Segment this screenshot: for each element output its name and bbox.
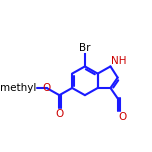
Text: Br: Br [79,43,91,53]
Text: O: O [55,109,64,119]
Text: methyl: methyl [0,83,36,93]
Text: O: O [42,83,51,93]
Text: O: O [118,112,127,122]
Text: NH: NH [111,56,127,66]
